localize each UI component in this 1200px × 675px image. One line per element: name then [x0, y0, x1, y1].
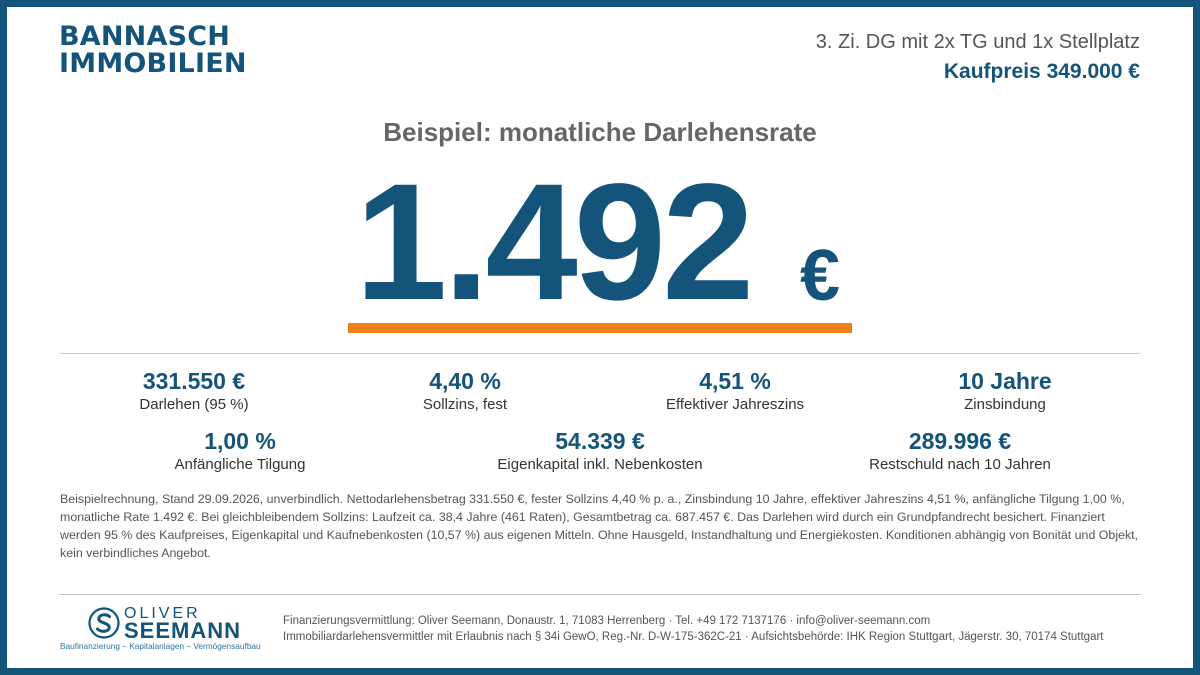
logo-name-last: SEEMANN [124, 618, 242, 643]
orange-underline [348, 323, 852, 333]
stat-tilgung: 1,00 % Anfängliche Tilgung [110, 427, 370, 475]
stat-eigenkapital: 54.339 € Eigenkapital inkl. Nebenkosten [470, 427, 730, 475]
footer-divider [60, 594, 1140, 595]
stat-value: 331.550 € [142, 368, 246, 394]
stat-darlehen: 331.550 € Darlehen (95 %) [64, 367, 324, 415]
divider [60, 353, 1140, 354]
property-header: 3. Zi. DG mit 2x TG und 1x Stellplatz Ka… [816, 30, 1140, 85]
monthly-rate-amount: 1.492 [355, 150, 754, 335]
stat-label: Anfängliche Tilgung [174, 456, 306, 473]
stat-sollzins: 4,40 % Sollzins, fest [335, 367, 595, 415]
purchase-price: Kaufpreis 349.000 € [943, 60, 1140, 83]
stat-value: 4,51 % [699, 368, 771, 394]
oliver-seemann-logo: OLIVER SEEMANN Baufinanzierung – Kapital… [60, 603, 270, 653]
seemann-s-icon [88, 607, 120, 639]
stat-label: Effektiver Jahreszins [665, 396, 805, 413]
stat-value: 1,00 % [204, 428, 276, 454]
stat-label: Darlehen (95 %) [139, 396, 249, 413]
property-subtitle: 3. Zi. DG mit 2x TG und 1x Stellplatz [815, 31, 1140, 53]
logo-line2: IMMOBILIEN [59, 48, 247, 79]
stat-effektiver-jahreszins: 4,51 % Effektiver Jahreszins [605, 367, 865, 415]
stat-label: Sollzins, fest [422, 396, 508, 413]
bannasch-immobilien-logo: BANNASCH IMMOBILIEN [59, 23, 247, 77]
monthly-rate-currency: € [800, 236, 841, 316]
footer-line1: Finanzierungsvermittlung: Oliver Seemann… [283, 615, 931, 627]
headline: Beispiel: monatliche Darlehensrate [383, 117, 817, 147]
logo-name-first: OLIVER [124, 605, 201, 622]
logo-tagline: Baufinanzierung – Kapitalanlagen – Vermö… [60, 641, 261, 651]
stat-label: Restschuld nach 10 Jahren [869, 456, 1051, 473]
stat-restschuld: 289.996 € Restschuld nach 10 Jahren [830, 427, 1090, 475]
footer-legal: Finanzierungsvermittlung: Oliver Seemann… [283, 613, 1104, 645]
stat-zinsbindung: 10 Jahre Zinsbindung [875, 367, 1135, 415]
stat-value: 289.996 € [908, 428, 1012, 454]
stat-label: Zinsbindung [964, 396, 1046, 413]
footer-line2: Immobiliardarlehensvermittler mit Erlaub… [283, 631, 1104, 643]
stat-label: Eigenkapital inkl. Nebenkosten [497, 456, 703, 473]
disclaimer-text: Beispielrechnung, Stand 29.09.2026, unve… [60, 492, 1139, 560]
stat-value: 10 Jahre [958, 368, 1052, 394]
stat-value: 54.339 € [555, 428, 645, 454]
stat-value: 4,40 % [429, 368, 501, 394]
logo-line1: BANNASCH [59, 21, 231, 52]
